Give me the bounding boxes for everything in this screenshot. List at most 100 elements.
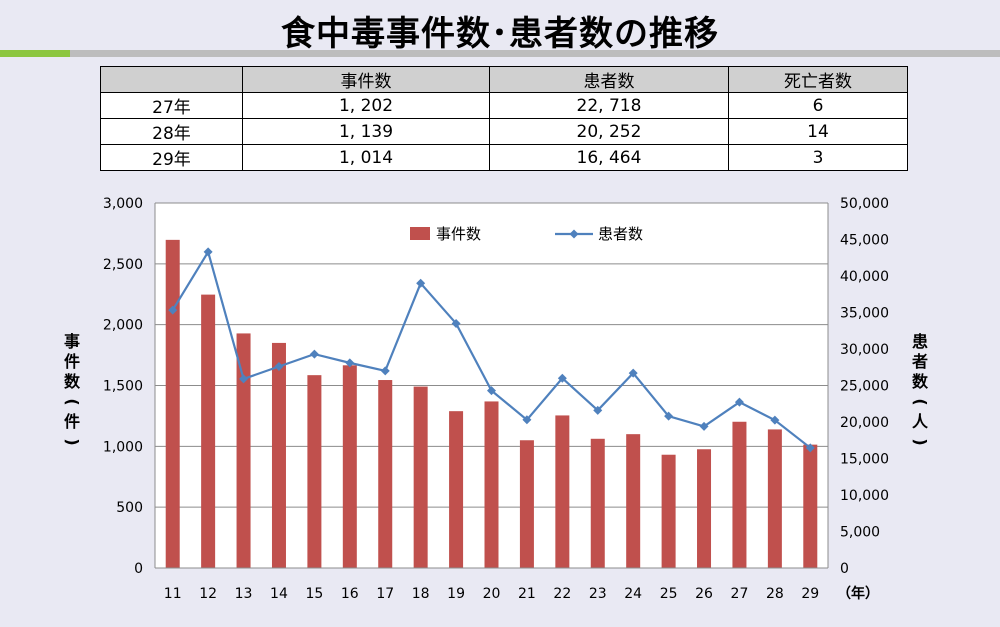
x-tick-label: 25 (660, 586, 678, 602)
table-cell: 3 (728, 144, 908, 171)
bar (484, 401, 499, 568)
table-header-cell (100, 66, 243, 93)
y-left-tick-label: 2,000 (103, 318, 143, 334)
bar (803, 444, 818, 568)
x-tick-label: 20 (483, 586, 501, 602)
y-left-tick-label: 1,500 (103, 379, 143, 395)
y-right-tick-label: 35,000 (840, 306, 889, 322)
y-right-tick-label: 40,000 (840, 269, 889, 285)
y-left-tick-label: 2,500 (103, 257, 143, 273)
table-cell: 6 (728, 92, 908, 119)
line-point (203, 247, 213, 257)
bar (201, 294, 216, 568)
x-tick-label: 26 (695, 586, 713, 602)
table-header-cell: 患者数 (489, 66, 729, 93)
y-right-axis-label: 患者数(人) (911, 332, 930, 446)
y-right-tick-label: 50,000 (840, 196, 889, 212)
x-tick-label: 19 (447, 586, 465, 602)
title-underline (0, 50, 1000, 57)
y-right-tick-label: 5,000 (840, 525, 880, 541)
bar (732, 421, 747, 568)
line-point (593, 405, 603, 415)
y-right-tick-label: 45,000 (840, 233, 889, 249)
bar (165, 239, 180, 569)
table-cell: 27年 (100, 92, 243, 119)
x-tick-label: 29 (801, 586, 819, 602)
table-cell: 16, 464 (489, 144, 729, 171)
table-cell: 1, 202 (242, 92, 490, 119)
bar (236, 333, 251, 568)
line-point (805, 443, 815, 453)
y-right-tick-label: 10,000 (840, 488, 889, 504)
bar (697, 449, 712, 568)
line-point (699, 421, 709, 431)
line-point (664, 411, 674, 421)
y-right-tick-label: 15,000 (840, 452, 889, 468)
bar (626, 434, 641, 568)
table-cell: 29年 (100, 144, 243, 171)
y-left-axis-label: 事件数(件) (63, 332, 82, 446)
bar (307, 375, 322, 568)
table-row: 28年 1, 139 20, 252 14 (100, 118, 908, 145)
bar (555, 415, 570, 568)
legend-label: 患者数 (598, 225, 643, 243)
table-header-row: 事件数 患者数 死亡者数 (100, 66, 908, 93)
x-tick-label: 11 (164, 586, 182, 602)
line-point (168, 305, 178, 315)
bar (271, 342, 286, 568)
x-tick-label: 17 (376, 586, 394, 602)
y-right-tick-label: 0 (840, 561, 849, 577)
line-point (416, 278, 426, 288)
line-point (345, 358, 355, 368)
bar (661, 454, 676, 568)
bar (519, 440, 534, 568)
table-cell: 14 (728, 118, 908, 145)
y-right-tick-label: 20,000 (840, 415, 889, 431)
table-row: 27年 1, 202 22, 718 6 (100, 92, 908, 119)
line-point (522, 415, 532, 425)
x-unit-label: （年） (837, 585, 879, 602)
legend-swatch-bar (410, 227, 430, 240)
line-point (734, 397, 744, 407)
line-point (274, 362, 284, 372)
legend-swatch-marker (569, 229, 579, 239)
line-point (239, 374, 249, 384)
y-right-tick-label: 30,000 (840, 342, 889, 358)
x-tick-label: 21 (518, 586, 536, 602)
table-row: 29年 1, 014 16, 464 3 (100, 144, 908, 171)
table-header-cell: 死亡者数 (728, 66, 908, 93)
summary-table: 事件数 患者数 死亡者数 27年 1, 202 22, 718 6 28年 1,… (100, 66, 908, 171)
x-tick-label: 13 (235, 586, 253, 602)
x-tick-label: 12 (199, 586, 217, 602)
line-point (487, 386, 496, 396)
page-title: 食中毒事件数･患者数の推移 (281, 14, 719, 54)
table-cell: 28年 (100, 118, 243, 145)
bar (767, 429, 782, 568)
line-point (380, 366, 390, 376)
line-point (770, 415, 780, 425)
bar (590, 438, 605, 568)
x-tick-label: 28 (766, 586, 784, 602)
y-left-tick-label: 0 (134, 561, 143, 577)
y-left-tick-label: 500 (116, 500, 143, 516)
table-cell: 1, 014 (242, 144, 490, 171)
table-cell: 22, 718 (489, 92, 729, 119)
line-point (628, 368, 638, 378)
x-tick-label: 14 (270, 586, 288, 602)
x-tick-label: 22 (553, 586, 571, 602)
bar (378, 380, 393, 568)
x-tick-label: 15 (305, 586, 323, 602)
legend-label: 事件数 (436, 225, 481, 243)
table-cell: 1, 139 (242, 118, 490, 145)
table-header-cell: 事件数 (242, 66, 490, 93)
y-left-tick-label: 3,000 (103, 196, 143, 212)
line-point (557, 373, 567, 383)
y-left-tick-label: 1,000 (103, 439, 143, 455)
table-cell: 20, 252 (489, 118, 729, 145)
line-point (451, 318, 461, 328)
line-point (309, 349, 319, 359)
bar (449, 411, 464, 568)
x-tick-label: 18 (412, 586, 430, 602)
x-tick-label: 23 (589, 586, 607, 602)
